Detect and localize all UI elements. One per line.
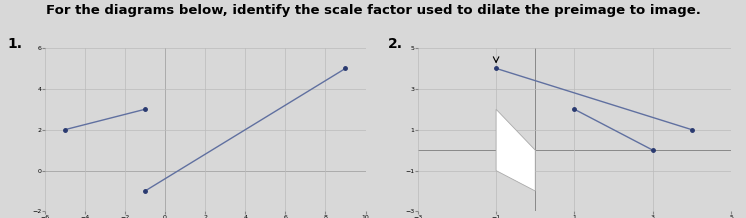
Text: 2.: 2. bbox=[388, 37, 403, 51]
Text: 1.: 1. bbox=[7, 37, 22, 51]
Text: For the diagrams below, identify the scale factor used to dilate the preimage to: For the diagrams below, identify the sca… bbox=[46, 4, 700, 17]
Polygon shape bbox=[496, 109, 536, 191]
